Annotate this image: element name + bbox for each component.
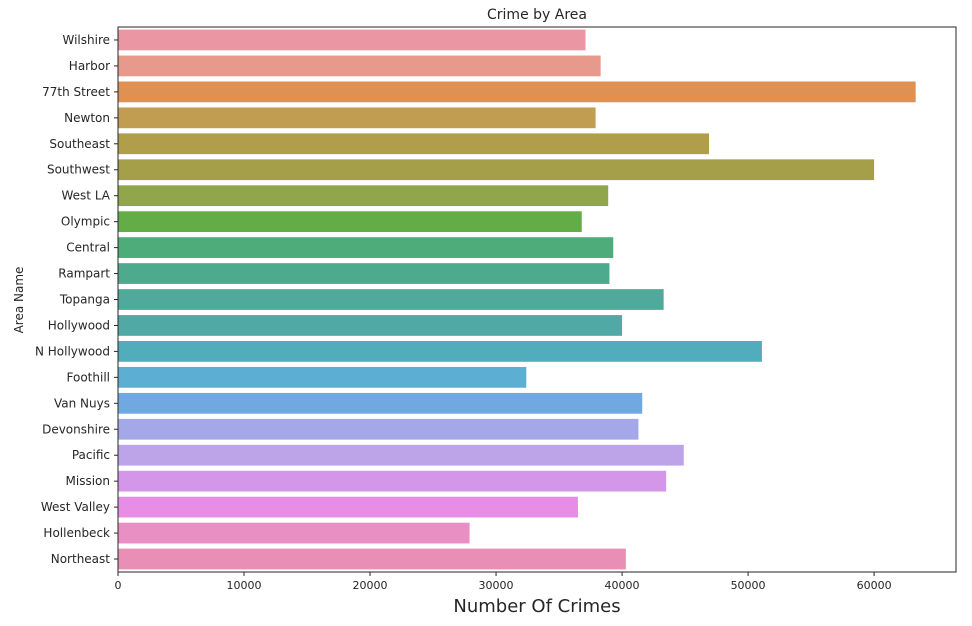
y-tick-label: Newton [64,111,110,125]
bars-group [118,29,916,570]
bar-central [118,237,614,258]
y-tick-label: Northeast [51,552,111,566]
bar-pacific [118,444,684,466]
y-tick-label: West Valley [41,500,110,514]
y-axis-ticks: Wilshire Harbor 77th Street Newton Southeast… [35,33,118,566]
y-tick-label: 77th Street [42,85,110,99]
bar-topanga [118,289,664,310]
bar-harbor [118,55,601,77]
bar-newton [118,107,596,129]
y-tick-label: Olympic [61,215,110,229]
x-tick-label: 10000 [227,579,262,592]
bar-n-hollywood [118,341,762,362]
y-tick-label: Van Nuys [54,396,110,410]
chart-title: Crime by Area [487,7,587,23]
y-tick-label: Central [66,241,110,255]
y-tick-label: Pacific [72,448,110,462]
bar-hollywood [118,315,623,336]
bar-southwest [118,159,875,181]
x-tick-label: 40000 [605,579,640,592]
y-tick-label: Southwest [47,163,110,177]
x-tick-label: 30000 [479,579,514,592]
bar-devonshire [118,418,639,440]
y-tick-label: Harbor [69,59,110,73]
bar-west-valley [118,496,578,518]
y-tick-label: N Hollywood [35,344,110,358]
y-tick-label: Southeast [49,137,110,151]
bar-wilshire [118,29,586,51]
y-tick-label: Rampart [58,267,110,281]
bar-west-la [118,185,609,207]
plot-frame [117,26,957,573]
x-tick-label: 50000 [731,579,766,592]
y-tick-label: Topanga [59,293,110,307]
y-tick-label: Mission [66,474,110,488]
bar-foothill [118,366,527,388]
bar-southeast [118,133,710,155]
x-axis-ticks: 0 10000 20000 30000 40000 50000 60000 [115,572,892,592]
y-tick-label: Hollywood [48,318,110,332]
bar-mission [118,470,667,492]
x-axis-label: Number Of Crimes [453,596,620,617]
x-tick-label: 60000 [857,579,892,592]
y-tick-label: Devonshire [42,422,110,436]
bar-rampart [118,263,610,284]
bar-77th-street [118,81,916,103]
bar-hollenbeck [118,522,470,544]
y-axis-label: Area Name [12,267,26,334]
x-tick-label: 20000 [353,579,388,592]
x-tick-label: 0 [115,579,122,592]
bar-olympic [118,211,582,233]
y-tick-label: West LA [62,189,111,203]
y-tick-label: Foothill [67,370,110,384]
y-tick-label: Wilshire [62,33,110,47]
bar-northeast [118,548,626,570]
bar-van-nuys [118,392,643,414]
y-tick-label: Hollenbeck [43,526,110,540]
